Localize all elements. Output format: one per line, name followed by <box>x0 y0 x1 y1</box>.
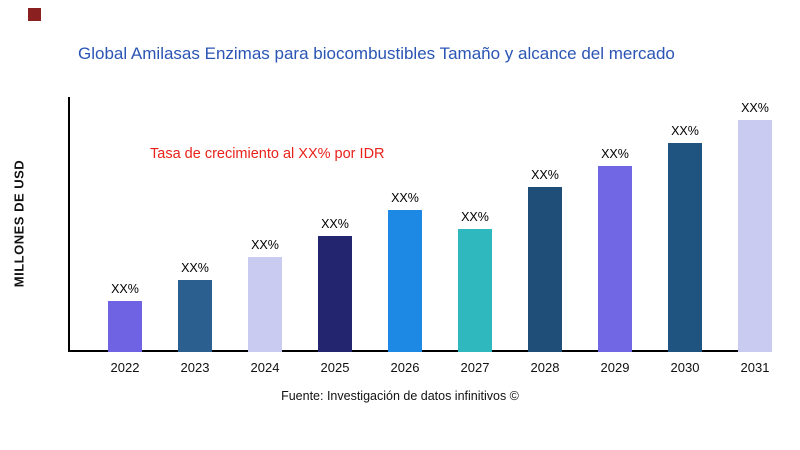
chart-title: Global Amilasas Enzimas para biocombusti… <box>78 44 675 63</box>
bar-2029 <box>598 166 632 352</box>
bar-group-2022: XX% <box>90 282 160 352</box>
bar-value-label: XX% <box>601 147 629 161</box>
bar-group-2025: XX% <box>300 217 370 352</box>
x-tick-label-2023: 2023 <box>180 360 210 375</box>
x-tick-label-2030: 2030 <box>670 360 700 375</box>
x-tick-label-2026: 2026 <box>390 360 420 375</box>
bars-container: XX% XX% XX% XX% XX% XX% XX% XX% XX% XX% <box>68 97 772 352</box>
bar-value-label: XX% <box>391 191 419 205</box>
bar-group-2031: XX% <box>720 101 790 352</box>
bar-value-label: XX% <box>671 124 699 138</box>
bar-value-label: XX% <box>461 210 489 224</box>
bar-2028 <box>528 187 562 352</box>
x-tick-label-2027: 2027 <box>460 360 490 375</box>
x-tick-label-2031: 2031 <box>740 360 770 375</box>
x-tick-label-2029: 2029 <box>600 360 630 375</box>
bar-group-2027: XX% <box>440 210 510 352</box>
bar-group-2026: XX% <box>370 191 440 352</box>
bar-2031 <box>738 120 772 352</box>
y-axis-label: MILLONES DE USD <box>11 159 27 288</box>
bar-value-label: XX% <box>251 238 279 252</box>
bar-value-label: XX% <box>531 168 559 182</box>
growth-rate-annotation: Tasa de crecimiento al XX% por IDR <box>150 146 385 162</box>
source-attribution: Fuente: Investigación de datos infinitiv… <box>281 389 519 403</box>
bar-2030 <box>668 143 702 352</box>
bar-group-2030: XX% <box>650 124 720 352</box>
bar-2022 <box>108 301 142 352</box>
x-tick-label-2022: 2022 <box>110 360 140 375</box>
bar-value-label: XX% <box>111 282 139 296</box>
bar-group-2024: XX% <box>230 238 300 352</box>
bar-value-label: XX% <box>181 261 209 275</box>
bar-2024 <box>248 257 282 352</box>
bar-value-label: XX% <box>741 101 769 115</box>
bar-2026 <box>388 210 422 352</box>
bar-group-2028: XX% <box>510 168 580 352</box>
bar-value-label: XX% <box>321 217 349 231</box>
x-tick-label-2024: 2024 <box>250 360 280 375</box>
x-tick-label-2028: 2028 <box>530 360 560 375</box>
bar-2027 <box>458 229 492 352</box>
bar-group-2023: XX% <box>160 261 230 352</box>
x-axis-ticks: 2022 2023 2024 2025 2026 2027 2028 2029 2030 2031 <box>68 360 770 375</box>
bar-2025 <box>318 236 352 352</box>
corner-mark <box>28 8 41 21</box>
bar-2023 <box>178 280 212 352</box>
bar-group-2029: XX% <box>580 147 650 352</box>
x-tick-label-2025: 2025 <box>320 360 350 375</box>
